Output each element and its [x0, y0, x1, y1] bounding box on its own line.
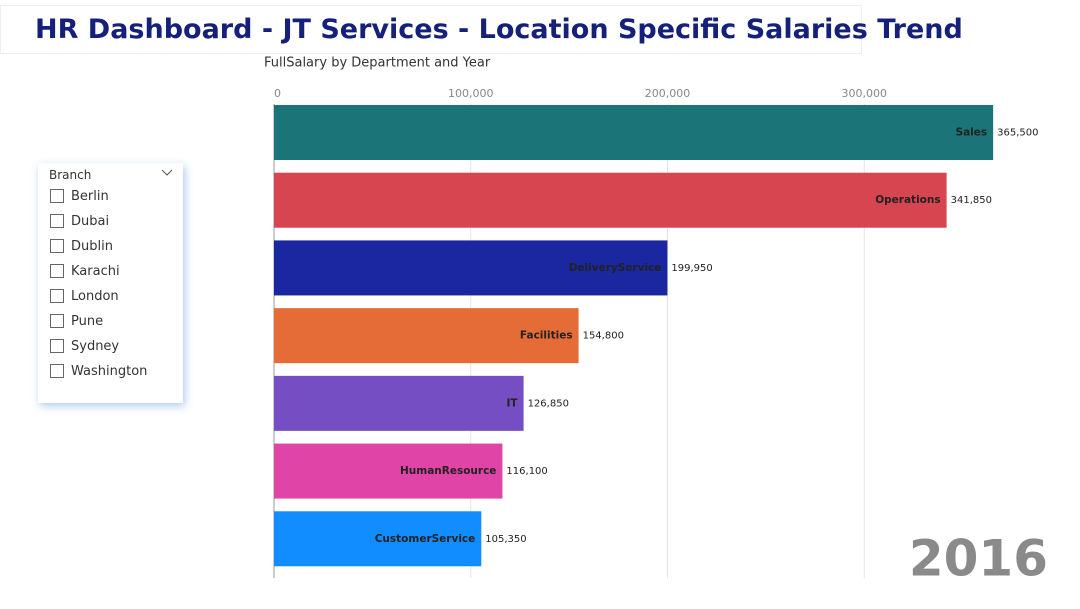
dropdown-chevron[interactable] — [161, 169, 173, 177]
slicer-item[interactable]: Dubai — [50, 211, 109, 231]
checkbox[interactable] — [50, 189, 64, 203]
item-label: Berlin — [71, 188, 109, 204]
category-label: DeliveryService — [569, 262, 662, 274]
year-annotation: 2016 — [909, 530, 1048, 588]
category-label: Operations — [875, 194, 940, 206]
bar — [274, 240, 668, 296]
checkbox[interactable] — [50, 289, 64, 303]
slicer-title: Branch — [49, 168, 92, 182]
checkbox[interactable] — [50, 264, 64, 278]
slicer-item[interactable]: Dublin — [50, 236, 113, 256]
x-tick-label: 300,000 — [842, 87, 888, 100]
checkbox[interactable] — [50, 214, 64, 228]
category-label: Facilities — [520, 330, 573, 342]
checkbox[interactable] — [50, 314, 64, 328]
value-label: 116,100 — [506, 466, 547, 477]
item-label: Karachi — [71, 263, 120, 279]
x-tick-label: 0 — [274, 87, 281, 100]
checkbox[interactable] — [50, 364, 64, 378]
category-label: HumanResource — [400, 465, 496, 477]
slicer-item[interactable]: Karachi — [50, 261, 120, 281]
page-title: HR Dashboard - JT Services - Location Sp… — [35, 14, 963, 45]
slicer-item[interactable]: London — [50, 286, 119, 306]
value-label: 126,850 — [528, 398, 569, 409]
slicer-item[interactable]: Sydney — [50, 336, 119, 356]
category-label: IT — [507, 397, 519, 409]
slicer-item[interactable]: Pune — [50, 311, 103, 331]
x-tick-label: 200,000 — [645, 87, 691, 100]
bar — [274, 105, 994, 160]
item-label: Dubai — [71, 213, 110, 229]
slicer-item[interactable]: Washington — [50, 361, 147, 381]
value-label: 105,350 — [485, 534, 526, 545]
bar — [274, 443, 503, 499]
slicer-item[interactable]: Berlin — [50, 186, 109, 206]
item-label: Pune — [71, 313, 104, 329]
value-label: 199,950 — [671, 263, 712, 274]
checkbox[interactable] — [50, 339, 64, 353]
chart-title: FullSalary by Department and Year — [264, 56, 491, 71]
checkbox[interactable] — [50, 239, 64, 253]
item-label: Washington — [71, 363, 148, 379]
bar — [274, 308, 579, 364]
bar — [274, 172, 947, 228]
item-label: Dublin — [71, 238, 113, 254]
category-label: CustomerService — [375, 533, 476, 545]
x-tick-label: 100,000 — [448, 87, 494, 100]
value-label: 365,500 — [997, 128, 1038, 139]
value-label: 154,800 — [583, 331, 624, 342]
branch-slicer: Branch Berlin Dubai Dublin Karachi London Pun… — [38, 163, 183, 403]
bar — [274, 511, 482, 567]
category-label: Sales — [956, 127, 988, 139]
item-label: London — [71, 288, 119, 304]
bar — [274, 375, 524, 431]
item-label: Sydney — [71, 338, 120, 354]
header: HR Dashboard - JT Services - Location Sp… — [0, 5, 963, 54]
value-label: 341,850 — [951, 195, 992, 206]
